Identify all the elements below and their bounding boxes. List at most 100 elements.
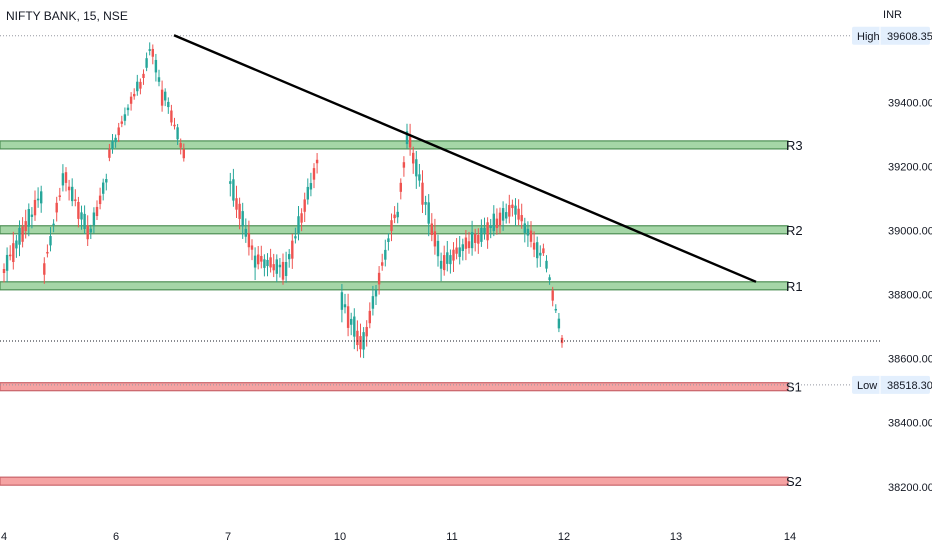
candle-body [443, 255, 446, 271]
x-tick-label: 4 [1, 531, 7, 543]
candle-body [250, 245, 254, 250]
x-tick-label: 7 [225, 531, 231, 543]
candle-body [179, 143, 182, 148]
candle-body [312, 168, 316, 180]
candle-body [43, 263, 46, 275]
candle-body [145, 58, 148, 68]
candle-body [40, 191, 43, 204]
symbol-title: NIFTY BANK, 15, NSE [6, 9, 128, 23]
candle-body [229, 181, 232, 184]
candle-body [120, 121, 123, 124]
candle-body [452, 249, 455, 261]
candle-body [495, 218, 499, 229]
candle-body [439, 260, 443, 269]
candle-body [102, 182, 105, 194]
candle-body [464, 237, 468, 249]
y-tick-label: 39200.00 [888, 162, 932, 174]
candle-body [2, 269, 6, 274]
candle-body [173, 124, 176, 127]
trendline[interactable] [173, 34, 757, 283]
candle-body [92, 212, 96, 226]
candle-body [560, 337, 564, 344]
candle-body [393, 214, 396, 219]
x-tick-label: 13 [670, 531, 682, 543]
candle-body [18, 227, 21, 245]
candle-body [36, 198, 40, 201]
candle-body [529, 230, 533, 242]
candle-body [511, 204, 514, 209]
candle-body [480, 227, 483, 242]
candle-body [461, 244, 464, 252]
candle-body [309, 183, 313, 190]
candle-body [430, 223, 433, 236]
candle-body [486, 222, 489, 241]
candle-body [260, 255, 263, 262]
candle-body [415, 159, 418, 177]
candle-body [483, 227, 486, 233]
candle-body [408, 136, 412, 148]
low-value: 38518.30 [887, 380, 932, 392]
candle-body [105, 179, 108, 183]
candle-body [67, 186, 71, 191]
y-tick-label: 38400.00 [888, 418, 932, 430]
candle-body [532, 242, 536, 250]
candle-body [114, 137, 117, 143]
candle-body [64, 172, 68, 183]
candle-body [470, 232, 474, 249]
candle-body [536, 242, 539, 259]
candle-body [247, 233, 251, 248]
candle-body [346, 306, 350, 328]
high-label: High [857, 31, 880, 43]
low-marker [852, 375, 930, 394]
candle-body [133, 93, 136, 97]
candle-body [291, 240, 294, 259]
zone-label-s2: S2 [786, 474, 802, 489]
zone-r2 [0, 225, 789, 235]
candle-body [263, 259, 266, 268]
candle-body [520, 215, 523, 222]
x-tick-label: 10 [334, 531, 346, 543]
candle-body [359, 336, 362, 350]
zone-r1 [0, 281, 789, 291]
candle-body [30, 214, 34, 217]
candle-body [424, 201, 427, 205]
candle-body [340, 292, 344, 310]
candle-body [477, 234, 480, 244]
candle-body [154, 59, 158, 73]
candle-body [123, 114, 127, 121]
candle-body [266, 259, 269, 267]
candle-body [27, 209, 30, 227]
candle-body [343, 304, 347, 308]
candle-body [111, 140, 114, 150]
candle-body [139, 81, 142, 89]
candle-body [399, 182, 402, 192]
candle-body [89, 228, 92, 233]
candle-body [449, 255, 452, 265]
candle-body [446, 252, 449, 264]
candle-body [33, 199, 37, 216]
candle-body [275, 259, 278, 274]
candle-body [474, 233, 477, 243]
candle-body [83, 213, 86, 230]
zone-s2 [0, 476, 789, 486]
candle-body [526, 228, 530, 236]
candle-body [157, 77, 161, 82]
candle-body [71, 186, 74, 202]
candle-body [501, 208, 505, 221]
candle-body [284, 261, 288, 277]
candle-body [433, 231, 437, 247]
candle-body [52, 223, 55, 226]
candle-body [306, 186, 309, 200]
candle-body [160, 89, 164, 106]
currency-label: INR [883, 9, 902, 21]
candle-body [384, 249, 387, 260]
zone-label-r1: R1 [786, 279, 803, 294]
candle-body [436, 240, 440, 257]
candle-body [244, 228, 247, 237]
candle-body [232, 179, 235, 201]
candle-body [405, 131, 409, 145]
candle-body [12, 243, 15, 263]
candle-body [294, 236, 297, 239]
candle-body [272, 264, 275, 271]
